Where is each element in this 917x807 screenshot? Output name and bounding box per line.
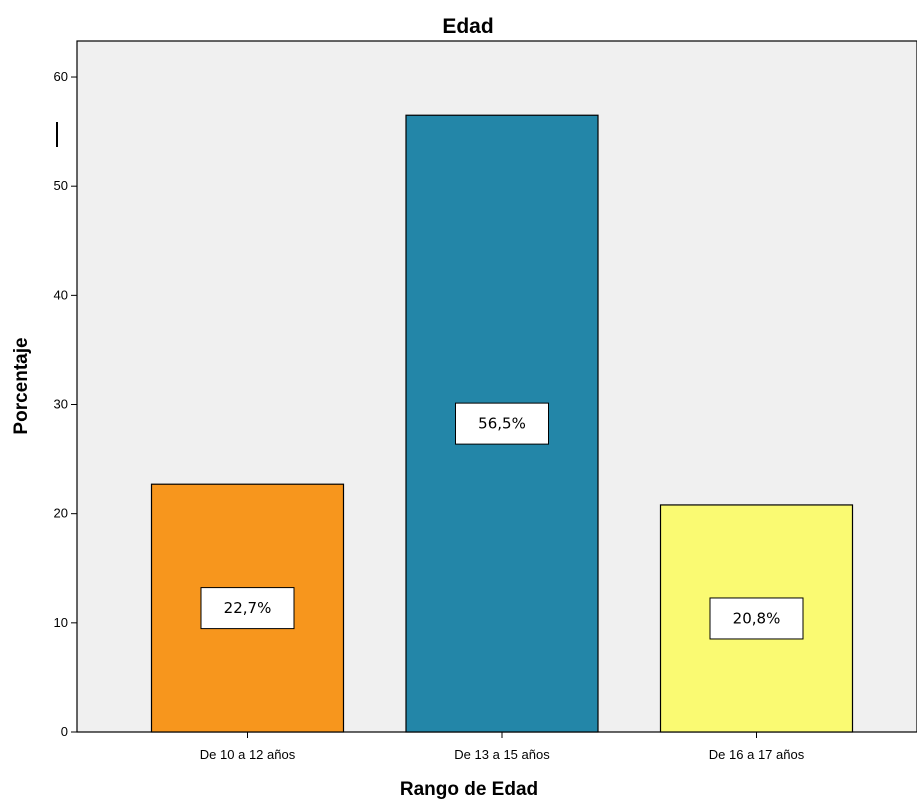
data-label-box <box>200 587 295 630</box>
y-tick-label: 10 <box>54 615 68 630</box>
x-tick-label: De 13 a 15 años <box>454 747 550 762</box>
y-tick-label: 20 <box>54 506 68 521</box>
y-tick-label: 50 <box>54 178 68 193</box>
data-label: 56,5% <box>478 415 526 433</box>
y-tick-label: 0 <box>61 724 68 739</box>
x-axis: De 10 a 12 años De 13 a 15 años De 16 a 17… <box>200 732 805 762</box>
data-label-box <box>709 597 804 640</box>
x-tick-label: De 10 a 12 años <box>200 747 296 762</box>
y-tick-label: 60 <box>54 69 68 84</box>
data-label: 20,8% <box>733 609 781 627</box>
data-label: 22,7% <box>224 599 272 617</box>
bar <box>659 504 854 733</box>
y-axis-title: Porcentaje <box>11 337 32 434</box>
y-axis: 0 10 20 30 40 50 60 <box>54 69 77 739</box>
y-tick-label: 40 <box>54 287 68 302</box>
data-label-box <box>455 402 549 445</box>
x-axis-title: Rango de Edad <box>400 779 538 800</box>
y-tick-label: 30 <box>54 397 68 412</box>
x-tick-label: De 16 a 17 años <box>709 747 805 762</box>
chart-title: Edad <box>442 15 493 38</box>
data-labels: 22,7% 56,5% 20,8% <box>200 402 804 640</box>
